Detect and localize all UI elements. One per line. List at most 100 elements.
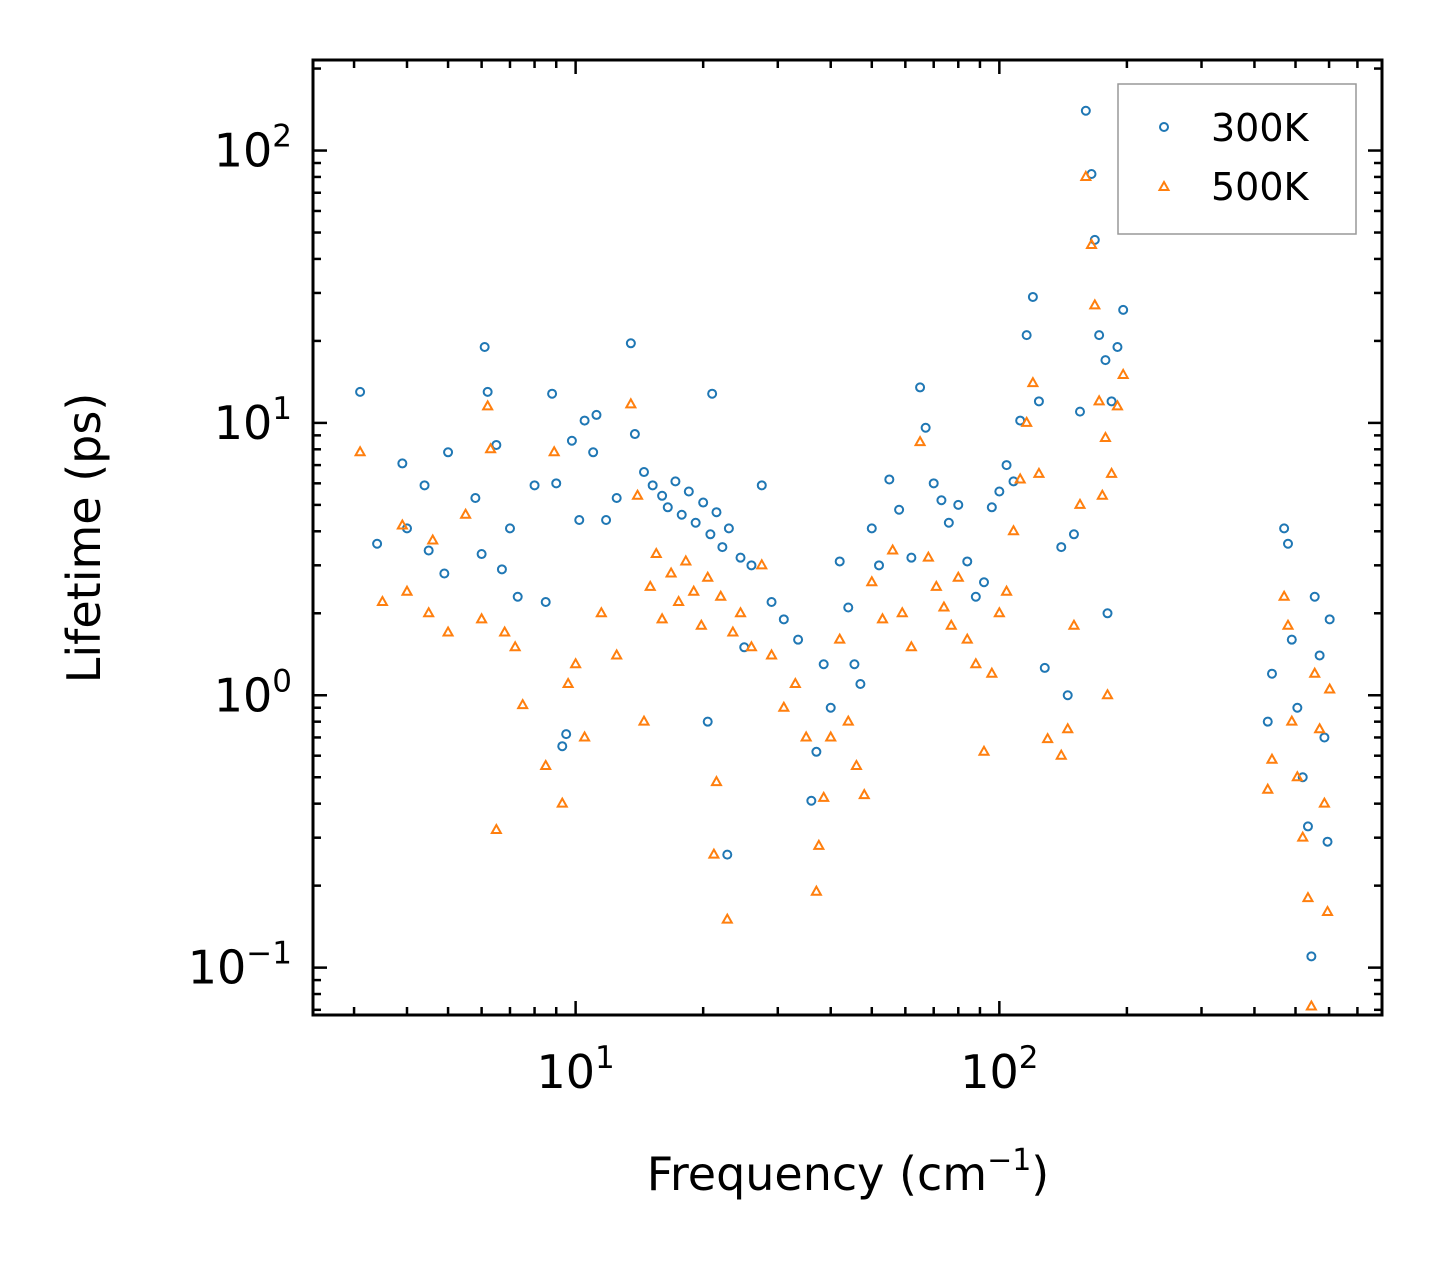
point-300k xyxy=(806,795,817,806)
point-300k xyxy=(625,338,636,349)
point-500k xyxy=(1079,169,1093,181)
point-500k xyxy=(913,435,927,447)
point-300k xyxy=(670,476,681,487)
point-300k xyxy=(443,447,454,458)
point-500k xyxy=(817,790,830,802)
point-500k xyxy=(353,445,367,457)
point-500k xyxy=(664,566,678,578)
point-300k xyxy=(920,422,931,433)
point-500k xyxy=(1116,367,1130,379)
point-300k xyxy=(1001,460,1012,471)
point-500k xyxy=(547,445,561,457)
point-300k xyxy=(906,552,917,563)
point-500k xyxy=(1323,682,1336,694)
point-500k xyxy=(952,570,965,582)
point-500k xyxy=(777,700,791,712)
point-500k xyxy=(1101,688,1114,700)
point-500k xyxy=(1096,488,1109,500)
point-300k xyxy=(591,409,602,420)
point-500k xyxy=(789,676,802,688)
point-300k xyxy=(479,341,490,352)
x-tick-label: 101 xyxy=(536,1040,614,1099)
point-300k xyxy=(866,523,877,534)
point-500k xyxy=(441,625,455,637)
point-300k xyxy=(1286,634,1297,645)
point-300k xyxy=(874,560,885,571)
point-300k xyxy=(496,564,507,575)
point-500k xyxy=(886,543,899,555)
point-300k xyxy=(834,556,845,567)
point-300k xyxy=(711,507,722,518)
point-300k xyxy=(970,591,981,602)
point-300k xyxy=(647,480,658,491)
point-500k xyxy=(1092,394,1106,406)
point-500k xyxy=(810,884,823,896)
point-300k xyxy=(439,568,450,579)
point-300k xyxy=(1309,591,1320,602)
point-500k xyxy=(1020,415,1033,427)
point-500k xyxy=(969,657,983,669)
x-tick-label: 102 xyxy=(960,1040,1038,1099)
point-500k xyxy=(850,758,863,770)
point-300k xyxy=(491,439,502,450)
point-300k xyxy=(746,560,757,571)
point-500k xyxy=(481,399,494,411)
point-300k xyxy=(986,502,997,513)
point-500k xyxy=(833,632,846,644)
point-500k xyxy=(755,558,768,570)
point-500k xyxy=(1313,722,1326,734)
point-300k xyxy=(994,486,1005,497)
point-500k xyxy=(707,847,721,859)
point-500k xyxy=(1291,770,1304,782)
point-500k xyxy=(945,618,958,630)
point-300k xyxy=(722,849,733,860)
legend: 300K 500K xyxy=(1117,83,1357,235)
point-500k xyxy=(624,397,638,409)
point-300k xyxy=(551,478,562,489)
y-axis-label: Lifetime (ps) xyxy=(57,393,111,684)
point-300k xyxy=(723,523,734,534)
point-500k xyxy=(1088,298,1102,310)
point-300k xyxy=(504,523,515,534)
point-500k xyxy=(1285,714,1299,726)
point-500k xyxy=(1000,584,1013,596)
point-500k xyxy=(569,657,582,669)
point-300k xyxy=(1302,821,1313,832)
point-500k xyxy=(714,589,727,601)
point-500k xyxy=(876,612,889,624)
point-300k xyxy=(702,716,713,727)
point-300k xyxy=(811,746,822,757)
series-300k xyxy=(355,105,1335,962)
point-300k xyxy=(717,542,728,553)
point-300k xyxy=(547,388,558,399)
point-300k xyxy=(372,538,383,549)
point-300k xyxy=(1322,836,1333,847)
point-500k xyxy=(858,788,871,800)
point-300k xyxy=(1027,291,1038,302)
point-500k xyxy=(930,579,943,591)
point-500k xyxy=(1073,497,1087,509)
point-300k xyxy=(690,517,701,528)
point-300k xyxy=(601,515,612,526)
point-500k xyxy=(824,730,837,742)
point-500k xyxy=(842,714,855,726)
point-300k xyxy=(1112,341,1123,352)
point-300k xyxy=(566,435,577,446)
point-300k xyxy=(818,659,829,670)
point-300k xyxy=(1324,614,1335,625)
x-axis-label-exponent: −1 xyxy=(987,1143,1031,1178)
point-300k xyxy=(529,480,540,491)
point-300k xyxy=(1282,538,1293,549)
point-300k xyxy=(611,493,622,504)
point-300k xyxy=(1319,732,1330,743)
point-300k xyxy=(419,480,430,491)
point-300k xyxy=(962,556,973,567)
point-300k xyxy=(849,659,860,670)
point-500k xyxy=(1013,472,1027,484)
point-300k xyxy=(1100,355,1111,366)
point-500k xyxy=(726,625,740,637)
point-500k xyxy=(422,606,435,618)
point-300k xyxy=(588,447,599,458)
point-300k xyxy=(470,493,481,504)
